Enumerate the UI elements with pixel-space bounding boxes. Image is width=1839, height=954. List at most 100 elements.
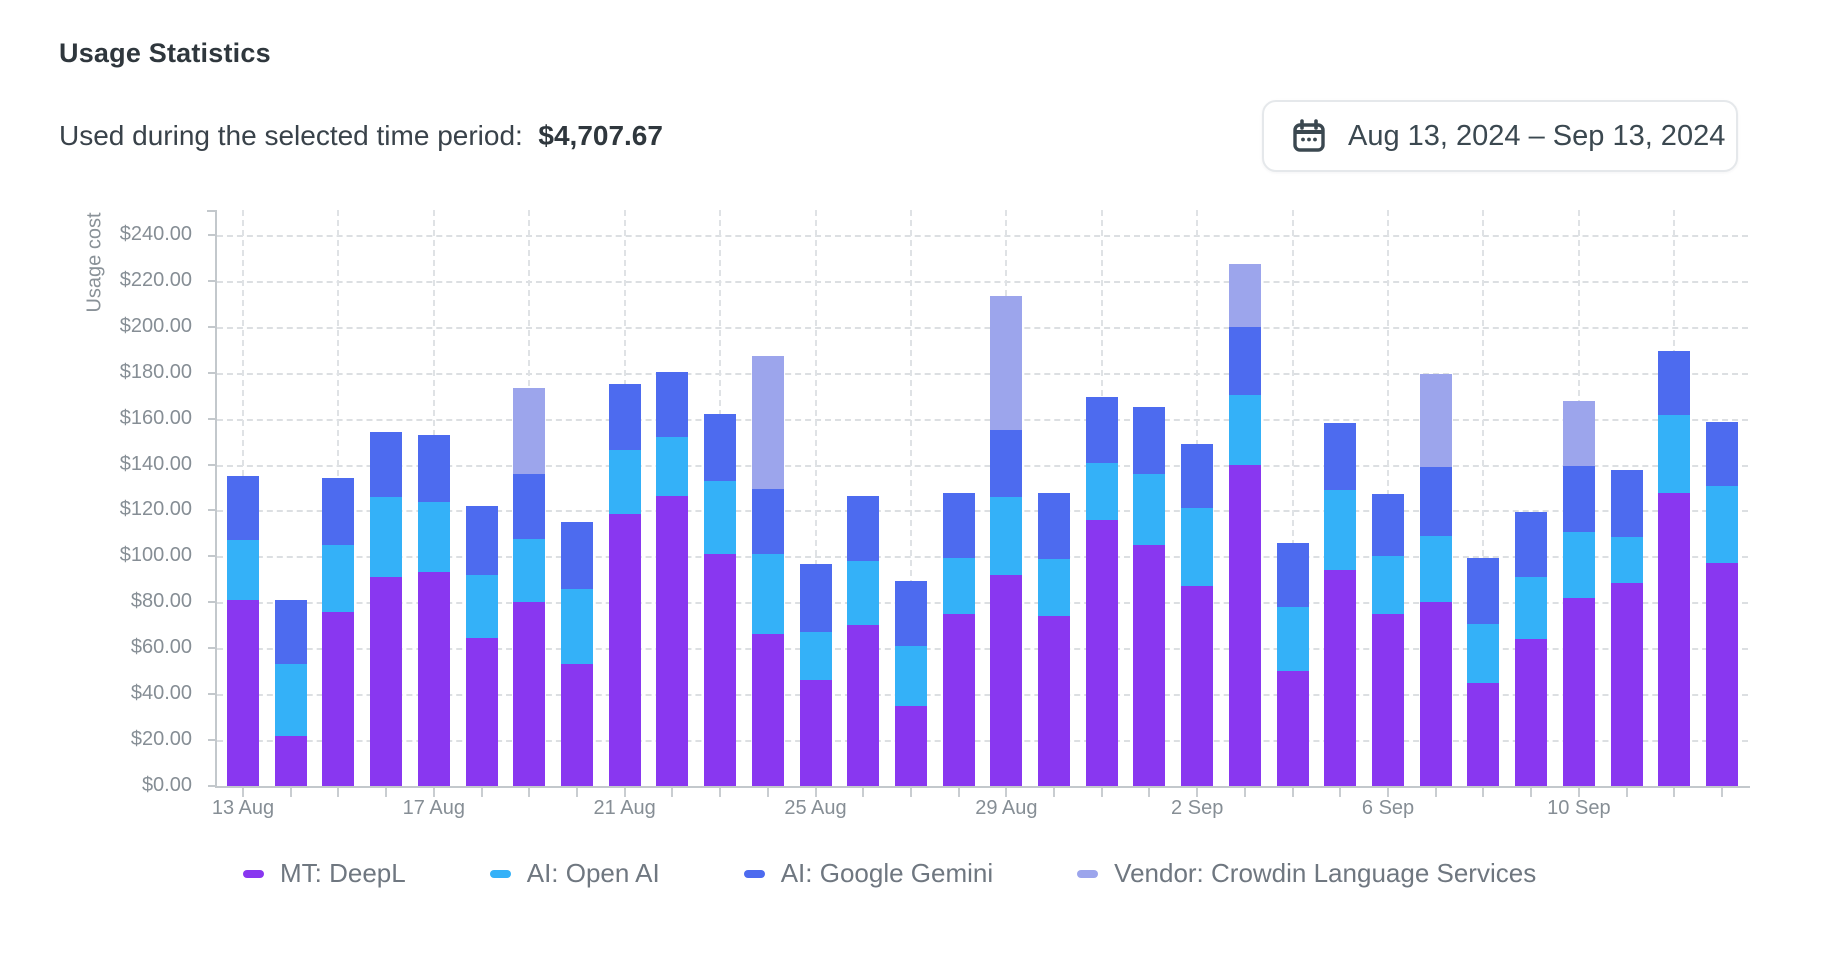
bar-segment[interactable]: [513, 473, 546, 540]
bar-segment[interactable]: [1515, 639, 1548, 786]
stacked-bar-27-aug[interactable]: [894, 580, 927, 786]
bar-segment[interactable]: [465, 574, 498, 638]
bar-segment[interactable]: [513, 387, 546, 474]
bar-segment[interactable]: [370, 577, 403, 786]
bar-segment[interactable]: [1085, 519, 1118, 786]
bar-segment[interactable]: [847, 495, 880, 561]
stacked-bar-20-aug[interactable]: [560, 521, 593, 786]
bar-segment[interactable]: [799, 680, 832, 786]
bar-segment[interactable]: [227, 476, 259, 541]
bar-segment[interactable]: [1181, 443, 1214, 509]
bar-segment[interactable]: [799, 632, 832, 681]
bar-segment[interactable]: [370, 432, 403, 497]
bar-segment[interactable]: [1181, 586, 1214, 786]
bar-segment[interactable]: [704, 554, 737, 786]
bar-segment[interactable]: [1562, 401, 1595, 466]
bar-segment[interactable]: [1610, 582, 1643, 786]
stacked-bar-6-sep[interactable]: [1372, 494, 1405, 786]
stacked-bar-29-aug[interactable]: [990, 295, 1023, 786]
bar-segment[interactable]: [608, 449, 641, 514]
bar-segment[interactable]: [942, 613, 975, 786]
stacked-bar-30-aug[interactable]: [1038, 493, 1071, 786]
bar-segment[interactable]: [1706, 422, 1738, 487]
stacked-bar-4-sep[interactable]: [1276, 542, 1309, 786]
bar-segment[interactable]: [1133, 544, 1166, 786]
stacked-bar-9-sep[interactable]: [1515, 511, 1548, 786]
bar-segment[interactable]: [1658, 350, 1691, 416]
bar-segment[interactable]: [274, 664, 307, 736]
bar-segment[interactable]: [274, 735, 307, 786]
stacked-bar-22-aug[interactable]: [656, 371, 689, 786]
stacked-bar-11-sep[interactable]: [1610, 470, 1643, 786]
bar-segment[interactable]: [1515, 577, 1548, 640]
stacked-bar-12-sep[interactable]: [1658, 350, 1691, 786]
bar-segment[interactable]: [1324, 489, 1357, 571]
bar-segment[interactable]: [274, 600, 307, 665]
bar-segment[interactable]: [1324, 423, 1357, 490]
bar-segment[interactable]: [560, 664, 593, 786]
bar-segment[interactable]: [608, 384, 641, 450]
bar-segment[interactable]: [1228, 464, 1261, 786]
legend-item[interactable]: AI: Google Gemini: [743, 858, 993, 889]
bar-segment[interactable]: [656, 495, 689, 786]
bar-segment[interactable]: [990, 430, 1023, 497]
bar-segment[interactable]: [608, 513, 641, 786]
bar-segment[interactable]: [656, 371, 689, 438]
bar-segment[interactable]: [751, 554, 784, 635]
bar-segment[interactable]: [751, 634, 784, 786]
bar-segment[interactable]: [1467, 557, 1500, 625]
stacked-bar-24-aug[interactable]: [751, 355, 784, 786]
bar-segment[interactable]: [417, 502, 450, 573]
stacked-bar-5-sep[interactable]: [1324, 423, 1357, 786]
stacked-bar-1-sep[interactable]: [1133, 407, 1166, 786]
bar-segment[interactable]: [799, 564, 832, 633]
bar-segment[interactable]: [560, 588, 593, 665]
stacked-bar-3-sep[interactable]: [1228, 263, 1261, 786]
bar-segment[interactable]: [1706, 486, 1738, 564]
bar-segment[interactable]: [751, 355, 784, 489]
stacked-bar-16-aug[interactable]: [370, 432, 403, 786]
bar-segment[interactable]: [1562, 465, 1595, 533]
bar-segment[interactable]: [1038, 493, 1071, 559]
bar-segment[interactable]: [1228, 263, 1261, 327]
bar-segment[interactable]: [894, 645, 927, 706]
bar-segment[interactable]: [417, 572, 450, 786]
stacked-bar-13-sep[interactable]: [1706, 422, 1738, 786]
stacked-bar-31-aug[interactable]: [1085, 396, 1118, 786]
bar-segment[interactable]: [704, 414, 737, 481]
bar-segment[interactable]: [1562, 532, 1595, 598]
bar-segment[interactable]: [560, 521, 593, 589]
bar-segment[interactable]: [1610, 470, 1643, 537]
stacked-bar-13-aug[interactable]: [227, 476, 259, 786]
bar-segment[interactable]: [1133, 473, 1166, 545]
legend-item[interactable]: MT: DeepL: [243, 858, 406, 889]
bar-segment[interactable]: [894, 580, 927, 646]
bar-segment[interactable]: [942, 557, 975, 614]
bar-segment[interactable]: [370, 496, 403, 578]
bar-segment[interactable]: [1181, 508, 1214, 587]
bar-segment[interactable]: [1419, 535, 1452, 603]
bar-segment[interactable]: [1038, 558, 1071, 617]
bar-segment[interactable]: [1610, 536, 1643, 583]
bar-segment[interactable]: [1228, 394, 1261, 465]
stacked-bar-14-aug[interactable]: [274, 600, 307, 786]
bar-segment[interactable]: [1467, 682, 1500, 786]
bar-segment[interactable]: [465, 505, 498, 575]
stacked-bar-17-aug[interactable]: [417, 434, 450, 786]
bar-segment[interactable]: [1228, 326, 1261, 395]
bar-segment[interactable]: [322, 478, 355, 545]
bar-segment[interactable]: [322, 544, 355, 612]
bar-segment[interactable]: [847, 625, 880, 786]
stacked-bar-25-aug[interactable]: [799, 564, 832, 786]
stacked-bar-8-sep[interactable]: [1467, 557, 1500, 786]
stacked-bar-18-aug[interactable]: [465, 505, 498, 786]
bar-segment[interactable]: [1372, 613, 1405, 786]
date-range-picker-button[interactable]: Aug 13, 2024 – Sep 13, 2024: [1262, 100, 1738, 172]
bar-segment[interactable]: [990, 496, 1023, 575]
legend-item[interactable]: AI: Open AI: [489, 858, 660, 889]
stacked-bar-7-sep[interactable]: [1419, 373, 1452, 786]
bar-segment[interactable]: [1419, 373, 1452, 467]
bar-segment[interactable]: [1562, 597, 1595, 786]
bar-segment[interactable]: [513, 602, 546, 786]
stacked-bar-2-sep[interactable]: [1181, 443, 1214, 786]
